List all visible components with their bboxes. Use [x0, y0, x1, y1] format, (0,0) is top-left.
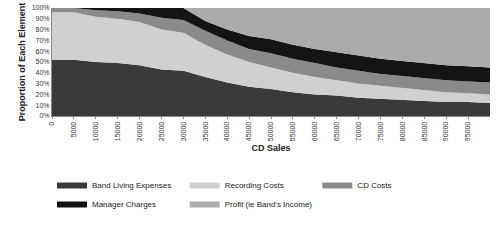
svg-text:20000: 20000 — [136, 122, 143, 142]
svg-text:30%: 30% — [36, 80, 50, 87]
svg-text:65000: 65000 — [333, 122, 340, 142]
svg-text:20%: 20% — [36, 91, 50, 98]
svg-text:10%: 10% — [36, 102, 50, 109]
svg-text:80%: 80% — [36, 26, 50, 33]
svg-text:50000: 50000 — [267, 122, 274, 142]
svg-text:35000: 35000 — [202, 122, 209, 142]
svg-text:90%: 90% — [36, 15, 50, 22]
svg-text:60000: 60000 — [311, 122, 318, 142]
svg-text:30000: 30000 — [180, 122, 187, 142]
svg-text:40%: 40% — [36, 69, 50, 76]
svg-text:CD Sales: CD Sales — [251, 143, 290, 153]
svg-text:80000: 80000 — [399, 122, 406, 142]
svg-text:95000: 95000 — [464, 122, 471, 142]
svg-text:CD Costs: CD Costs — [357, 181, 391, 190]
svg-text:Recording Costs: Recording Costs — [225, 181, 284, 190]
svg-text:70%: 70% — [36, 37, 50, 44]
svg-text:10000: 10000 — [92, 122, 99, 142]
svg-text:Profit (ie Band's Income): Profit (ie Band's Income) — [225, 200, 313, 209]
svg-text:90000: 90000 — [442, 122, 449, 142]
svg-text:55000: 55000 — [289, 122, 296, 142]
svg-text:Band Living Expenses: Band Living Expenses — [92, 181, 171, 190]
svg-text:15000: 15000 — [114, 122, 121, 142]
svg-text:50%: 50% — [36, 58, 50, 65]
svg-text:5000: 5000 — [70, 122, 77, 138]
svg-text:60%: 60% — [36, 48, 50, 55]
svg-text:45000: 45000 — [245, 122, 252, 142]
svg-text:0: 0 — [48, 122, 55, 126]
svg-text:85000: 85000 — [421, 122, 428, 142]
svg-text:25000: 25000 — [158, 122, 165, 142]
svg-text:Manager Charges: Manager Charges — [92, 200, 156, 209]
svg-text:Proportion of Each Element: Proportion of Each Element — [17, 3, 27, 122]
svg-text:70000: 70000 — [355, 122, 362, 142]
svg-text:0%: 0% — [39, 112, 49, 119]
svg-text:40000: 40000 — [223, 122, 230, 142]
svg-text:100%: 100% — [32, 4, 50, 11]
svg-text:75000: 75000 — [377, 122, 384, 142]
